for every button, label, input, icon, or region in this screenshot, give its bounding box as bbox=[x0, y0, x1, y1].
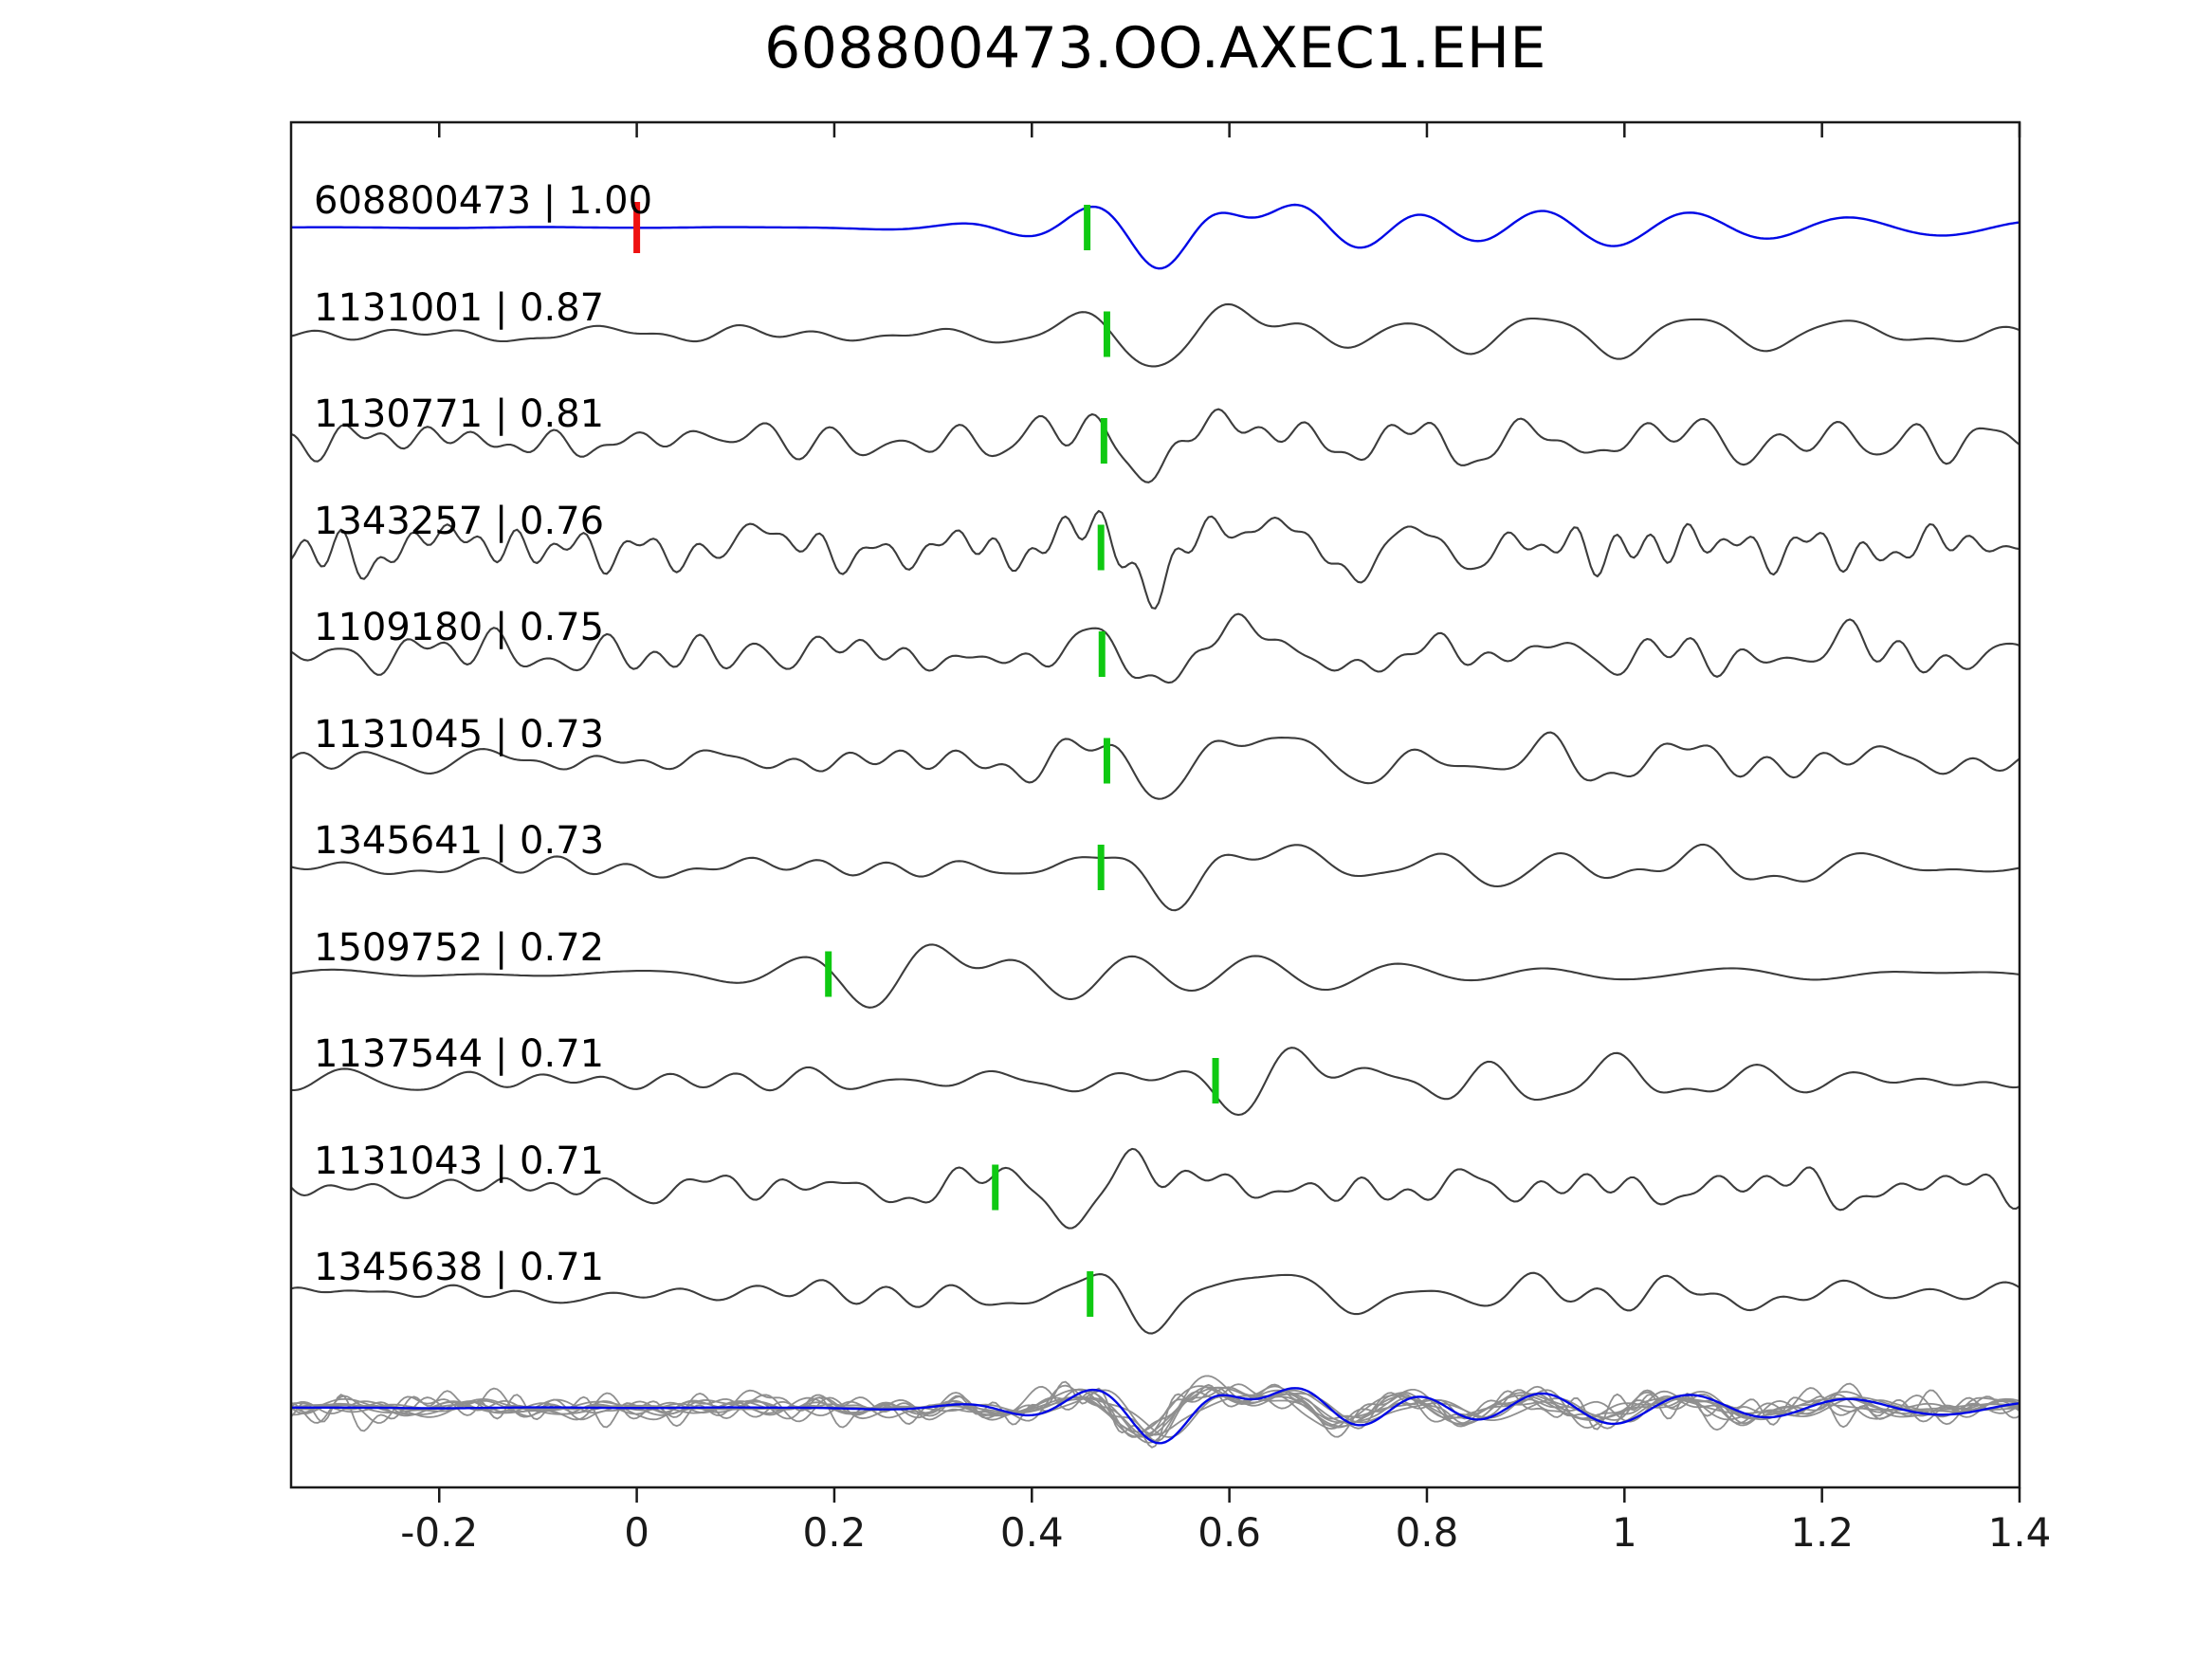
trace-label: 1345641 | 0.73 bbox=[314, 819, 605, 863]
x-tick-label: 1 bbox=[1611, 1509, 1637, 1556]
plot-frame bbox=[289, 120, 2021, 1489]
figure-title: 608800473.OO.AXEC1.EHE bbox=[764, 15, 1546, 82]
x-tick-label: 0.2 bbox=[802, 1509, 867, 1556]
x-tick-label: 0.6 bbox=[1197, 1509, 1262, 1556]
trace-label: 1130771 | 0.81 bbox=[314, 392, 605, 436]
trace-label: 1131045 | 0.73 bbox=[314, 712, 605, 757]
overlay-template-trace bbox=[291, 1387, 2020, 1445]
x-tick-label: 1.2 bbox=[1790, 1509, 1855, 1556]
trace-label: 1137544 | 0.71 bbox=[314, 1032, 605, 1076]
waveform-trace-1137544 bbox=[291, 1047, 2020, 1117]
waveform-trace-1130771 bbox=[291, 408, 2020, 483]
trace-label: 1343257 | 0.76 bbox=[314, 499, 605, 543]
trace-label: 1131043 | 0.71 bbox=[314, 1139, 605, 1183]
trace-label: 1109180 | 0.75 bbox=[314, 606, 605, 649]
waveform-trace-1131001 bbox=[291, 302, 2020, 368]
x-tick-label: -0.2 bbox=[400, 1509, 479, 1556]
overlay-trace-1131045 bbox=[291, 1384, 2020, 1437]
x-tick-label: 1.4 bbox=[1987, 1509, 2052, 1556]
trace-label: 608800473 | 1.00 bbox=[314, 179, 653, 223]
waveform-trace-1343257 bbox=[291, 509, 2020, 610]
waveform-trace-1131043 bbox=[291, 1147, 2020, 1230]
waveform-trace-1131045 bbox=[291, 731, 2020, 800]
x-tick-label: 0 bbox=[624, 1509, 649, 1556]
waveforms-group bbox=[291, 203, 2020, 1449]
waveform-trace-1345641 bbox=[291, 843, 2020, 912]
overlay-trace-1345638 bbox=[291, 1389, 2020, 1436]
trace-label: 1131001 | 0.87 bbox=[314, 285, 605, 330]
waveform-trace-608800473 bbox=[291, 203, 2020, 270]
trace-label: 1509752 | 0.72 bbox=[314, 925, 605, 970]
x-tick-label: 0.4 bbox=[999, 1509, 1064, 1556]
x-tick-label: 0.8 bbox=[1395, 1509, 1459, 1556]
waveform-trace-1345638 bbox=[291, 1271, 2020, 1335]
waveform-trace-1109180 bbox=[291, 612, 2020, 684]
waveform-trace-1509752 bbox=[291, 943, 2020, 1009]
trace-label: 1345638 | 0.71 bbox=[314, 1246, 605, 1289]
